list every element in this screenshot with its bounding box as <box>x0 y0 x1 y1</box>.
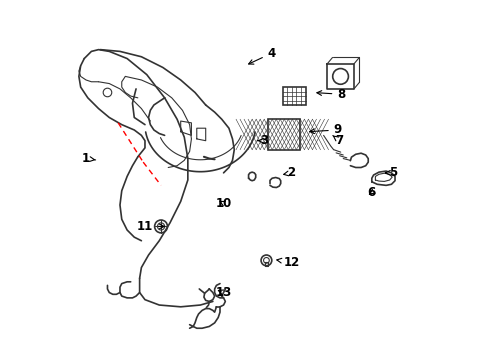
Text: 9: 9 <box>310 123 342 136</box>
Text: 2: 2 <box>284 166 295 179</box>
Text: 12: 12 <box>277 256 299 269</box>
Text: 11: 11 <box>137 220 164 233</box>
Bar <box>268 119 300 150</box>
Text: 4: 4 <box>248 47 276 64</box>
Text: 5: 5 <box>386 166 397 179</box>
Text: 13: 13 <box>216 286 232 299</box>
Text: 1: 1 <box>82 152 96 165</box>
Text: 6: 6 <box>368 186 376 199</box>
Text: 8: 8 <box>317 88 345 101</box>
Text: 10: 10 <box>216 197 232 210</box>
Bar <box>283 87 306 105</box>
Text: 3: 3 <box>258 134 269 147</box>
Text: 7: 7 <box>333 134 343 147</box>
